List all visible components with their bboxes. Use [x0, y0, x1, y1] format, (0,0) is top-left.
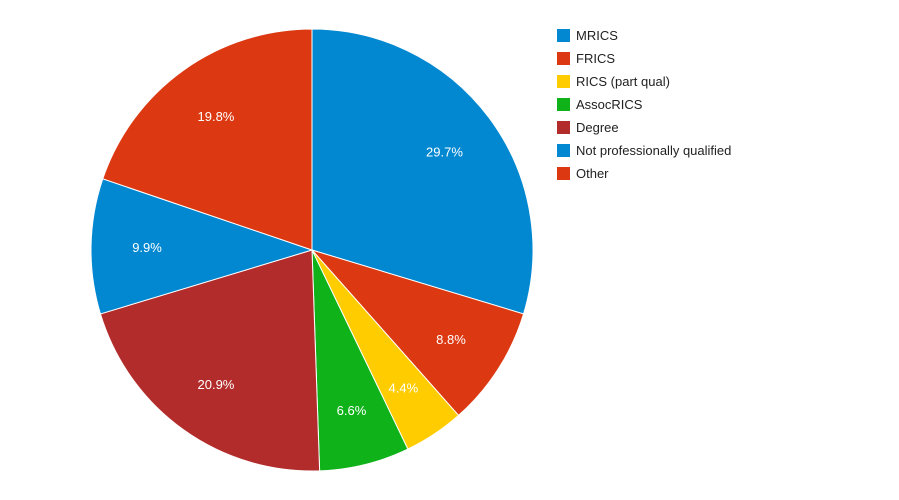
legend-swatch: [557, 144, 570, 157]
legend-swatch: [557, 29, 570, 42]
pie-slice-not-professionally-qualified[interactable]: [90, 178, 314, 315]
legend-item-other[interactable]: Other: [557, 162, 731, 185]
legend-label: FRICS: [576, 51, 615, 66]
pie-slice-degree[interactable]: [99, 249, 321, 472]
slice-label-not-professionally-qualified: 9.9%: [132, 240, 162, 255]
pie-slice-other[interactable]: [102, 28, 313, 251]
legend-item-mrics[interactable]: MRICS: [557, 24, 731, 47]
pie-slice-mrics[interactable]: [311, 28, 534, 315]
legend-swatch: [557, 121, 570, 134]
slice-label-rics-part-qual: 4.4%: [389, 380, 419, 395]
chart-legend: MRICS FRICS RICS (part qual) AssocRICS Degre…: [557, 24, 731, 185]
legend-label: Degree: [576, 120, 619, 135]
legend-label: MRICS: [576, 28, 618, 43]
legend-swatch: [557, 52, 570, 65]
legend-label: Other: [576, 166, 609, 181]
legend-item-degree[interactable]: Degree: [557, 116, 731, 139]
slice-label-assocrics: 6.6%: [337, 403, 367, 418]
legend-item-not-professionally-qualified[interactable]: Not professionally qualified: [557, 139, 731, 162]
pie-slice-frics[interactable]: [310, 249, 525, 417]
pie-slice-labels: 29.7% 8.8% 4.4% 6.6% 20.9% 9.9% 19.8%: [132, 109, 466, 418]
slice-label-other: 19.8%: [198, 109, 235, 124]
legend-label: AssocRICS: [576, 97, 643, 112]
legend-swatch: [557, 167, 570, 180]
pie-chart: 29.7% 8.8% 4.4% 6.6% 20.9% 9.9% 19.8%: [90, 28, 534, 472]
legend-swatch: [557, 98, 570, 111]
legend-swatch: [557, 75, 570, 88]
slice-label-degree: 20.9%: [198, 377, 235, 392]
legend-item-rics-part-qual[interactable]: RICS (part qual): [557, 70, 731, 93]
slice-label-mrics: 29.7%: [426, 145, 463, 160]
slice-label-frics: 8.8%: [436, 332, 466, 347]
legend-item-frics[interactable]: FRICS: [557, 47, 731, 70]
legend-label: Not professionally qualified: [576, 143, 732, 158]
legend-label: RICS (part qual): [576, 74, 670, 89]
legend-item-assocrics[interactable]: AssocRICS: [557, 93, 731, 116]
pie-slices: [90, 28, 534, 472]
